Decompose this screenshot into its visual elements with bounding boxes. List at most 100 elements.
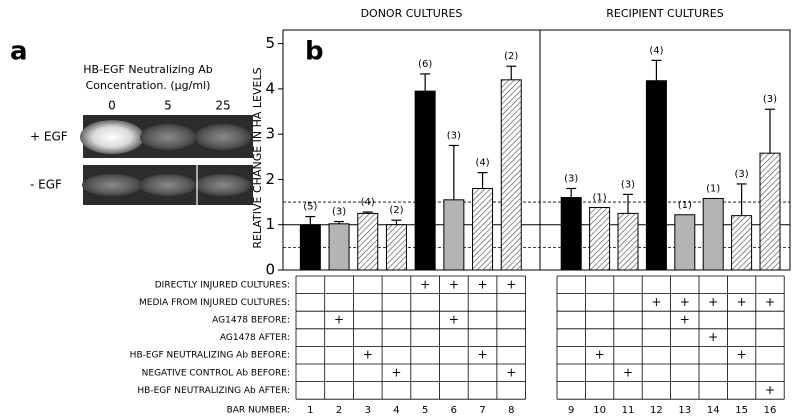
bar-number: 3 [365,405,371,416]
bar [674,214,696,271]
condition-label: DIRECTLY INJURED CULTURES: [155,280,290,290]
bar-number: 16 [764,405,777,416]
condition-mark: + [680,313,690,327]
panel-label: b [305,37,324,67]
condition-mark: + [506,277,516,291]
bar [731,215,753,271]
condition-label: HB-EGF NEUTRALIZING Ab BEFORE: [130,351,290,361]
gel-row-label: + EGF [30,130,68,144]
condition-mark: + [478,348,488,362]
condition-mark: + [708,330,718,344]
gel-band [195,174,251,196]
condition-mark: + [363,348,373,362]
condition-label: HB-EGF NEUTRALIZING Ab AFTER: [137,386,290,396]
bar-number: 15 [735,405,748,416]
bar [385,224,407,271]
y-tick-label: 5 [265,34,275,52]
plot-frame [282,29,791,271]
bar-number: 2 [336,405,342,416]
n-label: (4) [649,45,663,56]
bar-number: 4 [393,405,399,416]
bar [472,187,494,271]
bar [328,223,350,271]
n-label: (2) [504,51,518,62]
bar-number: 10 [593,405,606,416]
condition-mark: + [420,277,430,291]
n-label: (5) [303,202,317,213]
bar [299,224,321,271]
y-axis-label: RELATIVE CHANGE IN HA LEVELS [251,67,264,248]
bar [560,197,582,271]
gel-title: HB-EGF Neutralizing Ab [83,63,213,76]
n-label: (1) [706,183,720,194]
panel-label: a [10,37,28,67]
bar-number: 5 [422,405,428,416]
bar-number: 6 [451,405,457,416]
gel-column-label: 0 [108,99,116,113]
bar [645,80,667,271]
gel-band [80,120,144,154]
bar [500,79,522,271]
n-label: (4) [475,158,489,169]
condition-mark: + [765,295,775,309]
gel-column-label: 25 [215,99,230,113]
condition-label: AG1478 BEFORE: [212,316,290,326]
gel-band [140,124,196,150]
bar-number: 13 [678,405,691,416]
condition-mark: + [765,383,775,397]
n-label: (3) [447,130,461,141]
condition-label: AG1478 AFTER: [220,333,290,343]
bar [414,90,436,271]
n-label: (3) [332,207,346,218]
bar-number: 14 [707,405,720,416]
condition-mark: + [506,365,516,379]
condition-label: MEDIA FROM INJURED CULTURES: [139,298,290,308]
group-title: RECIPIENT CULTURES [606,7,723,20]
gel-title: Concentration. (µg/ml) [86,79,211,92]
condition-mark: + [449,313,459,327]
bar [443,199,465,271]
n-label: (6) [418,59,432,70]
gel-row-label: - EGF [30,178,62,192]
condition-mark: + [449,277,459,291]
bar [759,152,781,271]
bar-number: 11 [622,405,635,416]
y-tick-label: 3 [265,125,275,143]
condition-mark: + [595,348,605,362]
n-label: (2) [389,205,403,216]
y-tick-label: 2 [265,170,275,188]
bar-number: 12 [650,405,663,416]
bar-number: 9 [568,405,574,416]
n-label: (3) [763,94,777,105]
condition-mark: + [737,295,747,309]
n-label: (3) [735,169,749,180]
gel-column-label: 5 [164,99,172,113]
bar-number: 8 [508,405,514,416]
y-tick-label: 0 [265,261,275,279]
category-label: BAR NUMBER: [227,406,290,416]
bar [702,197,724,271]
condition-mark: + [391,365,401,379]
group-title: DONOR CULTURES [361,7,463,20]
condition-mark: + [651,295,661,309]
condition-mark: + [334,313,344,327]
y-tick-label: 4 [265,79,275,97]
n-label: (4) [361,197,375,208]
bar [589,207,611,271]
n-label: (3) [564,173,578,184]
condition-mark: + [680,295,690,309]
gel-band [195,124,251,150]
bar [617,212,639,271]
gel-band [140,174,196,196]
condition-mark: + [623,365,633,379]
condition-mark: + [708,295,718,309]
bar-number: 7 [479,405,485,416]
n-label: (3) [621,179,635,190]
condition-label: NEGATIVE CONTROL Ab BEFORE: [142,368,290,378]
bar-number: 1 [307,405,313,416]
bar [357,212,379,271]
n-label: (1) [678,200,692,211]
gel-band [82,174,142,196]
y-tick-label: 1 [265,215,275,233]
